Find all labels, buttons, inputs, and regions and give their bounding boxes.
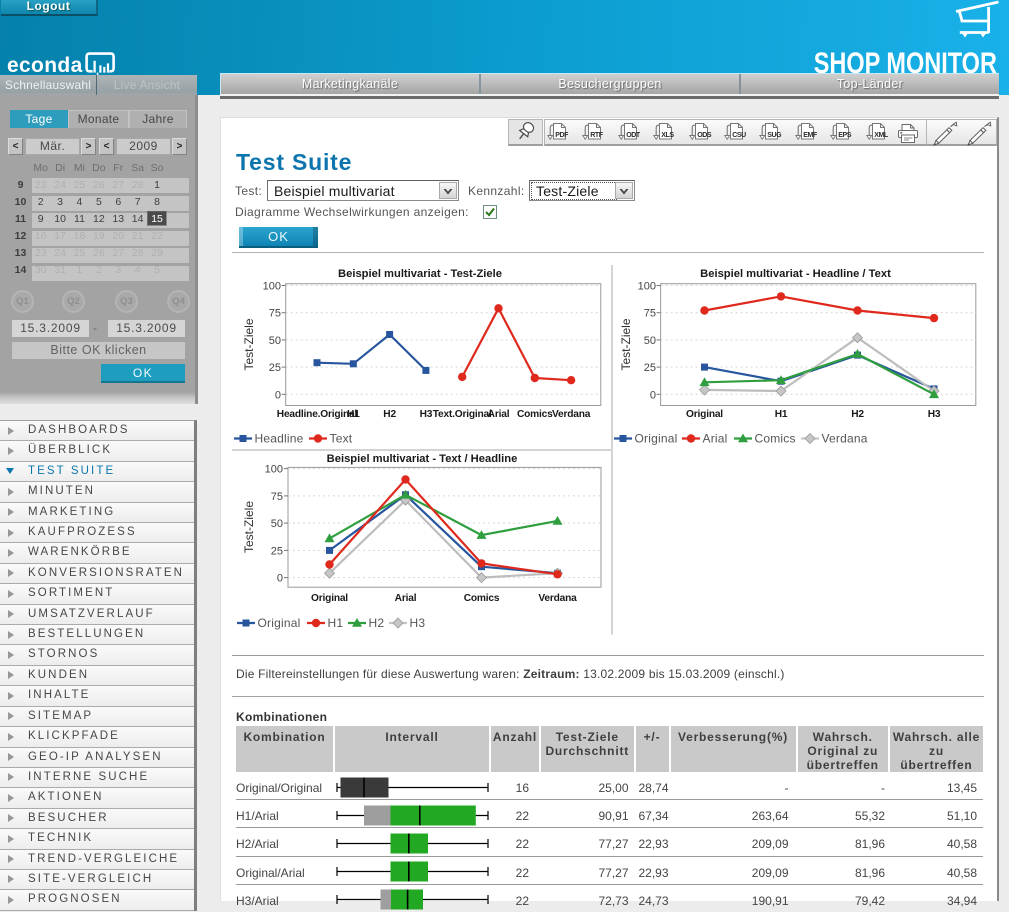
svg-text:Verdana: Verdana <box>552 409 591 420</box>
svg-text:Headline: Headline <box>255 432 304 446</box>
svg-text:50: 50 <box>271 518 283 530</box>
svg-text:Beispiel multivariat - Text /: Beispiel multivariat - Text / Headline <box>327 453 518 465</box>
svg-text:Comics: Comics <box>517 409 553 420</box>
svg-text:Comics: Comics <box>464 593 500 604</box>
svg-text:H1: H1 <box>775 409 788 420</box>
svg-text:EPS: EPS <box>838 132 852 139</box>
svg-text:Original: Original <box>311 593 348 604</box>
svg-text:PDF: PDF <box>555 132 569 139</box>
svg-text:100: 100 <box>265 464 283 476</box>
svg-text:0: 0 <box>277 573 283 585</box>
svg-text:Arial: Arial <box>488 409 510 420</box>
svg-text:0: 0 <box>275 389 281 401</box>
svg-text:25: 25 <box>269 362 281 374</box>
svg-text:Test-Ziele: Test-Ziele <box>242 318 256 370</box>
svg-text:Comics: Comics <box>755 432 796 446</box>
svg-text:Beispiel multivariat - Test-Zi: Beispiel multivariat - Test-Ziele <box>338 268 502 280</box>
svg-text:Test-Ziele: Test-Ziele <box>242 501 256 553</box>
svg-text:XML: XML <box>874 132 889 139</box>
svg-text:H2: H2 <box>369 616 385 630</box>
svg-text:Original: Original <box>635 432 678 446</box>
svg-text:50: 50 <box>269 335 281 347</box>
svg-text:25: 25 <box>644 362 656 374</box>
svg-text:SUG: SUG <box>767 132 782 139</box>
svg-text:H2: H2 <box>383 409 396 420</box>
svg-text:ODS: ODS <box>697 132 712 139</box>
svg-text:Text.Original: Text.Original <box>433 409 492 420</box>
svg-text:H1: H1 <box>347 409 360 420</box>
svg-text:H3: H3 <box>410 616 426 630</box>
svg-text:75: 75 <box>271 491 283 503</box>
svg-text:Arial: Arial <box>703 432 728 446</box>
svg-text:H2: H2 <box>851 409 864 420</box>
svg-text:75: 75 <box>269 308 281 320</box>
svg-text:Headline.Original: Headline.Original <box>277 409 358 420</box>
svg-text:100: 100 <box>263 281 281 293</box>
svg-text:Test-Ziele: Test-Ziele <box>619 318 633 370</box>
svg-text:0: 0 <box>650 389 656 401</box>
svg-text:Text: Text <box>330 432 353 446</box>
svg-text:Verdana: Verdana <box>538 593 577 604</box>
svg-text:RTF: RTF <box>590 132 604 139</box>
svg-text:H3: H3 <box>420 409 433 420</box>
svg-text:100: 100 <box>638 281 656 293</box>
svg-text:25: 25 <box>271 545 283 557</box>
svg-text:EMF: EMF <box>803 132 818 139</box>
svg-text:Verdana: Verdana <box>822 432 868 446</box>
svg-text:Beispiel multivariat - Headlin: Beispiel multivariat - Headline / Text <box>700 268 891 280</box>
svg-text:H1: H1 <box>328 616 344 630</box>
svg-text:ODT: ODT <box>626 132 641 139</box>
svg-text:Original: Original <box>686 409 723 420</box>
svg-text:CSU: CSU <box>732 132 746 139</box>
svg-text:Original: Original <box>258 616 301 630</box>
svg-text:XLS: XLS <box>661 132 674 139</box>
svg-text:Arial: Arial <box>395 593 417 604</box>
svg-text:50: 50 <box>644 335 656 347</box>
svg-text:75: 75 <box>644 308 656 320</box>
svg-text:H3: H3 <box>928 409 941 420</box>
